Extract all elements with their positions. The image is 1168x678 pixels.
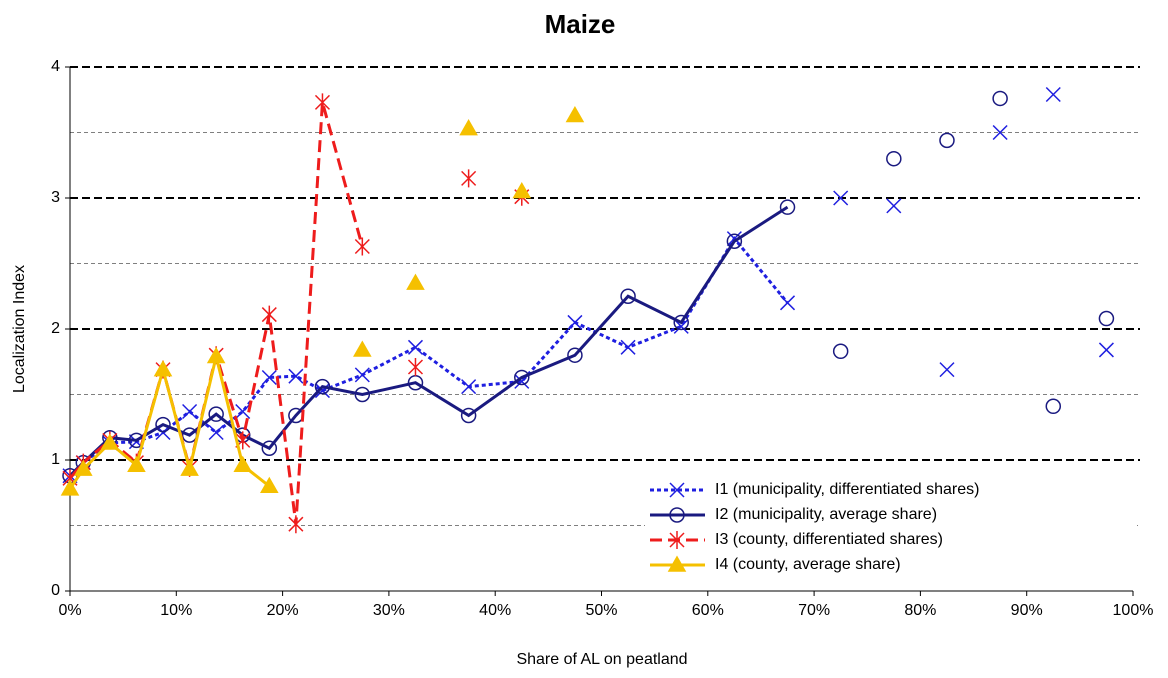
marker xyxy=(514,369,530,386)
marker xyxy=(779,199,796,215)
legend-box xyxy=(645,476,1137,586)
marker xyxy=(1098,342,1114,358)
marker xyxy=(314,93,330,112)
y-tick-label: 0 xyxy=(51,582,60,599)
marker xyxy=(73,459,93,476)
marker xyxy=(288,515,304,534)
marker xyxy=(288,368,304,384)
marker xyxy=(461,379,477,395)
legend-label: I1 (municipality, differentiated shares) xyxy=(715,481,979,498)
marker xyxy=(100,433,120,450)
chart-title: Maize xyxy=(545,9,616,39)
marker xyxy=(1045,398,1062,415)
marker xyxy=(354,367,370,383)
marker xyxy=(261,440,278,456)
marker xyxy=(60,479,80,496)
marker xyxy=(314,378,331,395)
marker xyxy=(182,403,198,420)
marker xyxy=(206,346,226,364)
marker xyxy=(726,233,743,249)
marker xyxy=(180,459,199,476)
x-tick-label: 100% xyxy=(1113,602,1154,619)
marker xyxy=(886,198,902,214)
marker xyxy=(233,455,253,472)
x-tick-label: 10% xyxy=(160,602,192,619)
marker xyxy=(992,90,1008,107)
x-tick-label: 20% xyxy=(267,602,299,619)
x-tick-label: 60% xyxy=(692,602,724,619)
marker xyxy=(832,343,849,360)
marker xyxy=(208,406,224,422)
marker xyxy=(354,237,370,256)
marker xyxy=(567,314,583,330)
marker xyxy=(620,288,636,304)
x-axis-label: Share of AL on peatland xyxy=(516,651,687,668)
legend-label: I2 (municipality, average share) xyxy=(715,506,937,523)
y-tick-label: 1 xyxy=(51,451,60,468)
marker xyxy=(567,347,583,363)
y-tick-label: 4 xyxy=(51,58,60,75)
marker xyxy=(127,455,146,472)
marker xyxy=(208,424,224,441)
y-axis-label: Localization Index xyxy=(11,265,28,393)
marker xyxy=(353,340,372,357)
x-tick-label: 0% xyxy=(58,602,81,619)
marker xyxy=(669,482,685,498)
x-tick-label: 40% xyxy=(479,602,511,619)
marker xyxy=(260,476,279,493)
marker xyxy=(407,339,424,355)
marker xyxy=(261,305,277,324)
marker xyxy=(726,231,742,247)
marker xyxy=(460,407,477,424)
x-tick-label: 50% xyxy=(585,602,617,619)
marker xyxy=(314,383,330,399)
marker xyxy=(406,273,425,290)
marker xyxy=(565,105,585,123)
marker xyxy=(407,357,424,376)
x-tick-label: 70% xyxy=(798,602,830,619)
marker xyxy=(354,386,371,403)
marker xyxy=(620,339,636,355)
x-tick-label: 30% xyxy=(373,602,405,619)
marker xyxy=(459,119,478,136)
series-line xyxy=(68,205,789,477)
marker xyxy=(939,362,955,378)
marker xyxy=(673,314,689,331)
marker xyxy=(1098,310,1115,327)
x-tick-label: 80% xyxy=(904,602,936,619)
series-line xyxy=(68,236,789,477)
marker xyxy=(669,531,685,549)
marker xyxy=(886,150,902,167)
x-tick-label: 90% xyxy=(1011,602,1043,619)
marker xyxy=(939,132,955,149)
marker xyxy=(261,369,277,386)
marker xyxy=(155,416,171,433)
legend: I1 (municipality, differentiated shares)… xyxy=(645,476,1137,586)
marker xyxy=(1045,86,1061,103)
legend-label: I4 (county, average share) xyxy=(715,556,901,573)
marker xyxy=(779,295,796,311)
marker xyxy=(153,360,173,377)
marker xyxy=(667,555,687,572)
marker xyxy=(992,124,1008,141)
marker xyxy=(833,190,849,206)
y-tick-label: 2 xyxy=(51,320,60,337)
marker xyxy=(512,181,532,199)
legend-label: I3 (county, differentiated shares) xyxy=(715,531,943,548)
marker xyxy=(461,169,477,188)
marker xyxy=(235,403,251,420)
y-tick-label: 3 xyxy=(51,189,60,206)
marker xyxy=(669,507,685,523)
